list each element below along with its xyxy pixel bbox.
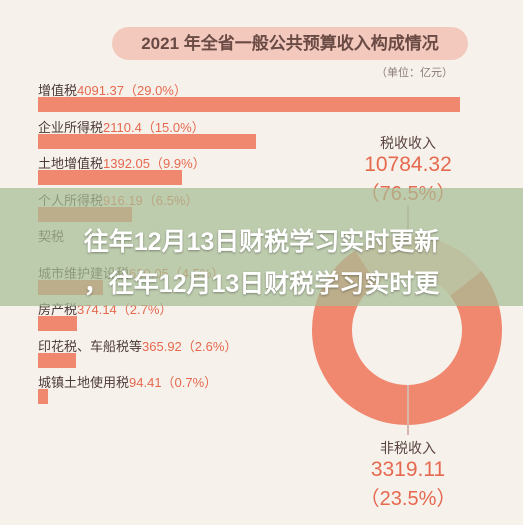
- nontax-revenue-label: 非税收入 3319.11 （23.5%）: [338, 438, 478, 511]
- category-label: 城镇土地使用税94.41（0.7%）: [38, 372, 217, 391]
- category-value-label: 2110.4（15.0%）: [103, 119, 205, 135]
- nontax-leader-line: [407, 385, 409, 435]
- category-label: 企业所得税2110.4（15.0%）: [38, 117, 205, 136]
- category-label: 土地增值税1392.05（9.9%）: [38, 153, 206, 172]
- bar: [38, 389, 48, 404]
- category-name: 增值税: [38, 83, 78, 98]
- unit-label: （单位：亿元）: [376, 67, 453, 79]
- nontax-revenue-value: 3319.11: [370, 458, 446, 481]
- bar: [38, 170, 182, 185]
- bar: [38, 352, 76, 368]
- category-name: 印花税、车船税等: [38, 338, 143, 354]
- bar: [38, 97, 460, 112]
- category-value-label: 365.92（2.6%）: [142, 338, 238, 354]
- category-value-label: 94.41（0.7%）: [129, 375, 218, 390]
- bar: [38, 133, 256, 149]
- bar: [38, 316, 77, 331]
- chart-title: 2021 年全省一般公共预算收入构成情况: [141, 34, 439, 53]
- overlay-line-1: 往年12月13日财税学习实时更新: [83, 228, 440, 256]
- category-name: 城镇土地使用税: [38, 375, 130, 390]
- category-label: 印花税、车船税等365.92（2.6%）: [38, 336, 237, 355]
- category-label: 增值税4091.37（29.0%）: [38, 80, 187, 99]
- chart-title-pill: [112, 27, 468, 60]
- nontax-revenue-pct: （23.5%）: [359, 488, 457, 510]
- title-overlay-banner: [0, 188, 523, 306]
- nontax-revenue-name: 非税收入: [380, 440, 436, 456]
- category-value-label: 1392.05（9.9%）: [103, 156, 206, 171]
- category-name: 企业所得税: [38, 119, 104, 135]
- tax-revenue-name: 税收收入: [380, 135, 436, 151]
- overlay-line-2: ，往年12月13日财税学习实时更: [83, 270, 440, 298]
- category-value-label: 4091.37（29.0%）: [77, 83, 187, 98]
- tax-revenue-value: 10784.32: [364, 153, 452, 176]
- category-name: 土地增值税: [38, 156, 104, 171]
